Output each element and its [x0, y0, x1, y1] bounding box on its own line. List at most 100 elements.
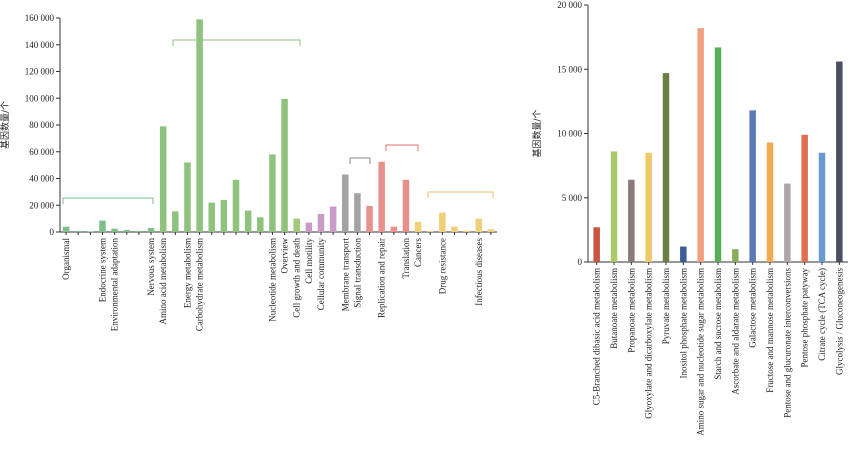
x-tick-label: Citrate cycle (TCA cycle) [817, 268, 827, 361]
y-tick-label: 0 [578, 257, 583, 267]
bar [610, 151, 618, 262]
bar [87, 231, 94, 232]
bar [818, 152, 826, 262]
bar [184, 162, 191, 232]
bar [244, 210, 252, 232]
bracket [427, 191, 494, 198]
bar [232, 179, 240, 232]
x-tick-label: C5-Branched dibasic acid metabolism [592, 268, 602, 405]
bar [354, 193, 361, 232]
x-tick-label: Energy metabolism [182, 238, 192, 308]
y-tick-label: 100 000 [25, 93, 55, 103]
bar [111, 228, 118, 232]
bar [390, 226, 398, 232]
bar [147, 227, 155, 232]
x-tick-label: Pyruvate metabolism [661, 268, 671, 344]
x-tick-label: Nervous system [146, 238, 156, 296]
y-tick-label: 40 000 [29, 174, 54, 184]
bracket [349, 157, 371, 164]
y-tick-label: 160 000 [25, 13, 55, 23]
bar [680, 246, 687, 262]
y-tick-label: 5 000 [562, 193, 583, 203]
bar [123, 229, 131, 232]
bar [451, 226, 458, 232]
x-tick-label: Cell motility [304, 238, 314, 284]
bar [714, 47, 722, 262]
x-tick-label: Ascorbate and aldarate metabolism [730, 268, 740, 395]
bar [159, 126, 167, 232]
y-tick-label: 0 [50, 227, 55, 237]
x-tick-label: Cancers [413, 238, 423, 267]
bar [342, 174, 349, 232]
bar [645, 152, 652, 262]
x-tick-label: Cellular community [316, 238, 326, 311]
x-tick-label: Starch and sucrose metabolism [713, 268, 723, 380]
x-tick-label: Carbohydrate metabolism [195, 238, 205, 331]
x-tick-label: Endocrine system [97, 238, 107, 302]
bar [662, 73, 670, 262]
bracket [385, 144, 419, 151]
x-tick-label: Inositol phosphate metabolism [678, 268, 688, 379]
bar [269, 154, 276, 232]
y-tick-label: 60 000 [29, 147, 54, 157]
bar [766, 142, 774, 262]
bar [836, 61, 843, 262]
bar [220, 199, 228, 232]
bar [628, 179, 635, 262]
x-tick-label: Signal transduction [352, 238, 362, 308]
x-tick-label: Replication and repair [377, 238, 387, 318]
bar [378, 161, 385, 232]
x-tick-label: Butanoate metabolism [609, 268, 619, 349]
x-tick-label: Galactose metabolism [748, 268, 758, 348]
bar [208, 202, 215, 232]
x-tick-label: Amino sugar and nucleotide sugar metabol… [696, 268, 706, 436]
bar [329, 206, 337, 232]
bar [593, 227, 600, 262]
x-tick-label: Cell growth and death [292, 238, 302, 318]
y-tick-label: 140 000 [25, 40, 55, 50]
x-tick-label: Pentose and glucuronate interconversions [782, 268, 792, 418]
bar [366, 205, 373, 232]
bar [784, 183, 791, 262]
y-tick-label: 20 000 [557, 0, 582, 10]
bar [697, 28, 704, 262]
bar [305, 222, 313, 232]
x-tick-label: Propanoate metabolism [626, 268, 636, 353]
y-tick-label: 120 000 [25, 67, 55, 77]
bar [749, 110, 756, 263]
axis [59, 18, 497, 233]
x-tick-label: Membrane transport [340, 238, 350, 312]
x-tick-label: Translation [401, 238, 411, 279]
y-axis-label: 基因数量/个 [0, 101, 11, 149]
bar [281, 98, 288, 232]
bar [196, 19, 203, 233]
x-tick-label: Overview [280, 238, 290, 274]
bar [426, 230, 434, 232]
y-tick-label: 10 000 [557, 129, 582, 139]
y-tick-label: 15 000 [557, 64, 582, 74]
x-tick-label: Environmental adaptation [110, 238, 120, 332]
x-tick-label: Drug resistance [437, 238, 447, 294]
group-brackets [62, 39, 494, 204]
bar-chart: 0 5 000 10 000 15 000 20 000 基因数量/个 C5-Branche… [531, 0, 848, 436]
y-tick-label: 80 000 [29, 120, 54, 130]
x-tick-label: Organismal [61, 238, 71, 280]
bar [172, 211, 179, 232]
x-tick-label: Pentose phosphate patyway [800, 268, 810, 368]
x-tick-label: Nucleotide metabolism [267, 238, 277, 322]
bar [99, 220, 106, 232]
x-tick-label: Glyoxylate and dicarboxylate metabolism [644, 268, 654, 419]
x-tick-label: Infectious diseases [474, 238, 484, 306]
x-tick-label: Amino acid metabolism [158, 238, 168, 324]
bar-chart: 0 20 000 40 000 60 000 80 000 100 000 120 000 1… [0, 13, 497, 331]
x-tick-label: Fructose and mannose metabolism [765, 268, 775, 393]
bar [62, 226, 70, 232]
bar [475, 218, 483, 232]
bar [402, 179, 410, 232]
bracket [172, 39, 301, 46]
bar [487, 229, 495, 232]
bar [463, 230, 470, 232]
bar [732, 249, 739, 262]
bar [439, 212, 446, 232]
